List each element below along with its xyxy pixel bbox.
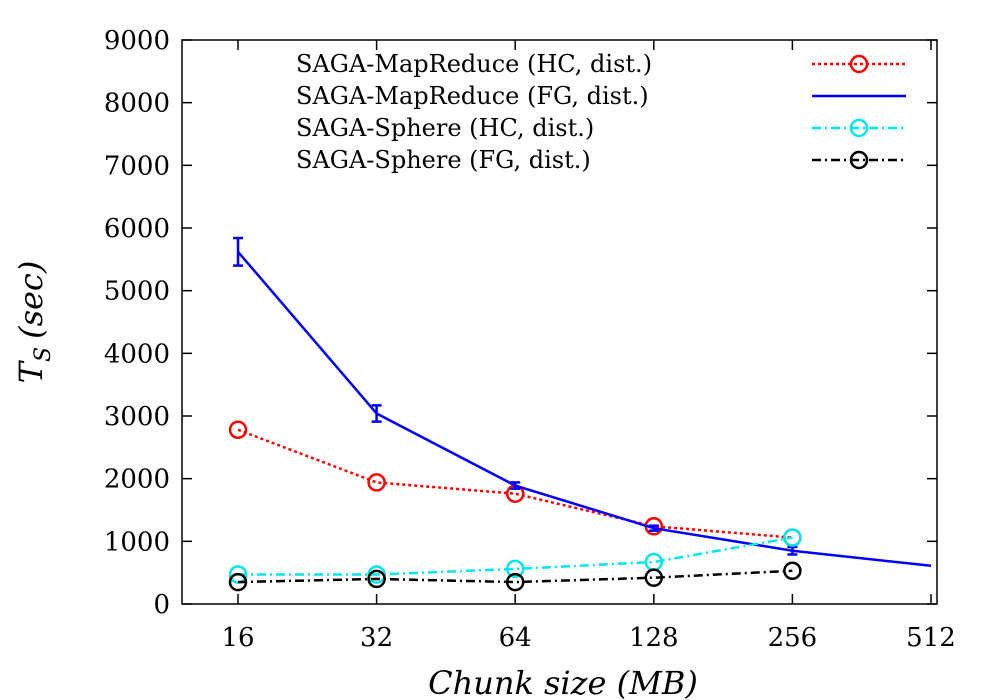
- y-tick-label: 7000: [104, 151, 170, 181]
- y-axis-ticks: 0 1000 2000 3000 4000 5000 6000 7000 8000 9000: [104, 26, 937, 620]
- y-tick-label: 8000: [104, 89, 170, 119]
- y-tick-label: 1000: [104, 527, 170, 557]
- legend-label: SAGA-MapReduce (FG, dist.): [296, 82, 649, 110]
- legend-label: SAGA-MapReduce (HC, dist.): [296, 50, 652, 78]
- data-point: [783, 561, 802, 581]
- data-point: [228, 565, 248, 584]
- y-tick-label: 0: [153, 590, 170, 620]
- data-point: [228, 572, 248, 592]
- legend-label: SAGA-Sphere (HC, dist.): [296, 114, 594, 142]
- legend-swatch-marker: [849, 150, 869, 170]
- legend: SAGA-MapReduce (HC, dist.) SAGA-MapReduce…: [296, 50, 906, 174]
- legend-item: SAGA-MapReduce (FG, dist.): [296, 82, 906, 110]
- y-axis-title-sub: S: [31, 347, 56, 362]
- series-1: [233, 236, 932, 568]
- data-point: [228, 420, 248, 440]
- y-axis-title: TS (sec): [12, 261, 56, 384]
- x-tick-label: 512: [906, 623, 956, 653]
- legend-label: SAGA-Sphere (FG, dist.): [296, 146, 591, 174]
- x-tick-label: 32: [360, 623, 393, 653]
- x-tick-label: 128: [629, 623, 679, 653]
- series-line: [237, 428, 793, 539]
- y-axis-title-main: T: [12, 359, 50, 383]
- series-layer: [228, 236, 932, 592]
- x-axis-ticks: 16 32 64 128 256 512: [221, 40, 956, 653]
- legend-item: SAGA-Sphere (HC, dist.): [296, 114, 906, 142]
- legend-item: SAGA-MapReduce (HC, dist.): [296, 50, 906, 78]
- x-tick-label: 16: [221, 623, 254, 653]
- x-tick-label: 256: [768, 623, 818, 653]
- legend-swatch-marker: [849, 118, 869, 138]
- series-3: [228, 561, 802, 592]
- data-point: [505, 559, 525, 579]
- series-line: [237, 250, 932, 568]
- y-tick-label: 9000: [104, 26, 170, 56]
- y-tick-label: 6000: [104, 214, 170, 244]
- y-tick-label: 4000: [104, 339, 170, 369]
- y-tick-label: 2000: [104, 465, 170, 495]
- series-line: [238, 536, 793, 576]
- y-tick-label: 3000: [104, 402, 170, 432]
- legend-item: SAGA-Sphere (FG, dist.): [296, 146, 906, 174]
- data-point: [783, 528, 802, 547]
- x-axis-title: Chunk size (MB): [428, 664, 698, 700]
- series-line: [237, 569, 793, 584]
- data-point: [644, 568, 664, 587]
- y-tick-label: 5000: [104, 277, 170, 307]
- data-point: [367, 473, 386, 492]
- data-point: [505, 572, 525, 592]
- legend-swatch-marker: [849, 54, 869, 74]
- x-tick-label: 64: [499, 623, 532, 653]
- y-axis-title-rest: (sec): [12, 261, 50, 339]
- data-point: [367, 569, 386, 589]
- plot-frame: [181, 39, 938, 605]
